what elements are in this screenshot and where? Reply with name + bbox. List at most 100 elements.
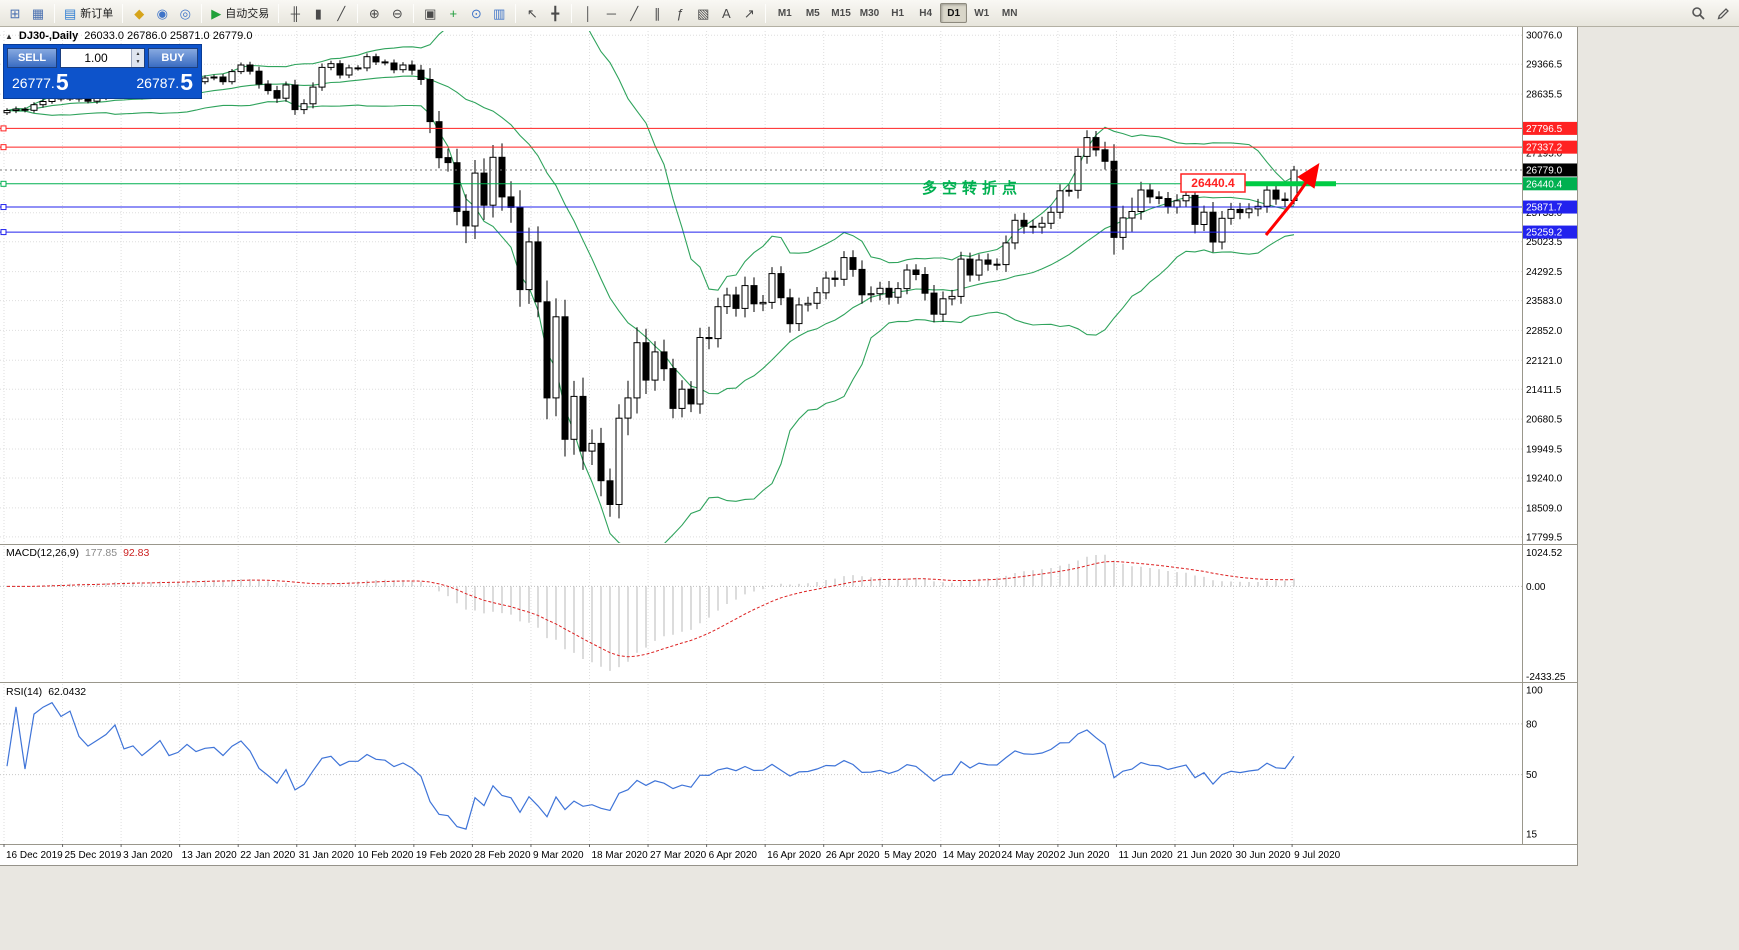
autotrading-label: 自动交易 [225, 8, 270, 20]
volume-input[interactable] [61, 49, 131, 67]
timeframe-m1-button[interactable]: M1 [777, 7, 792, 19]
autotrading-icon: ▶ [211, 5, 222, 21]
svg-text:80: 80 [1526, 719, 1538, 730]
rsi-line [6, 701, 1295, 830]
buy-button[interactable]: BUY [148, 48, 198, 68]
sell-button[interactable]: SELL [7, 48, 57, 68]
svg-text:26779.0: 26779.0 [1526, 165, 1563, 176]
toolbar-buttons: ⊞ ▦ ▤ 新订单 ◆ ◉ ◎ ▶ 自动交易 ╫ ▮ ╱ ⊕ ⊖ ▣ + ⊙ ▥ ↖ ╋ │ ─ ╱ ∥ ƒ ▧ A ↗ M1 M5 M15… [4, 0, 1687, 26]
market-icon: ◆ [134, 5, 145, 21]
svg-text:18509.0: 18509.0 [1526, 503, 1563, 514]
toolbar-separator [357, 3, 359, 23]
equidistant-channel-button[interactable]: ∥ [646, 2, 668, 24]
timeframe-w1-button[interactable]: W1 [974, 7, 990, 19]
volume-up-icon[interactable]: ▲ [135, 51, 141, 57]
svg-text:10 Feb 2020: 10 Feb 2020 [357, 850, 414, 861]
grid [0, 31, 1522, 843]
search-button[interactable] [1687, 2, 1710, 24]
tile-windows-icon: ▣ [424, 5, 437, 21]
svg-text:1024.52: 1024.52 [1526, 548, 1563, 559]
horizontal-line-button[interactable]: ─ [600, 2, 622, 24]
profiles-button[interactable]: ▦ [27, 2, 49, 24]
fibonacci-button[interactable]: ƒ [669, 2, 691, 24]
timeframe-m30-button[interactable]: M30 [859, 7, 880, 19]
toolbar-separator [765, 3, 767, 23]
crosshair-button[interactable]: ╋ [544, 2, 566, 24]
zoom-out-button[interactable]: ⊖ [386, 2, 408, 24]
chart-window[interactable]: 26440.4 多空转折点 30076.0 29366.5 28635.5 27195.0… [0, 27, 1578, 866]
pivot-text[interactable]: 多空转折点 [922, 179, 1022, 197]
svg-text:18 Mar 2020: 18 Mar 2020 [592, 850, 649, 861]
volume-steppers[interactable]: ▲ ▼ [131, 49, 144, 67]
svg-text:27337.2: 27337.2 [1526, 143, 1563, 154]
autotrading-button[interactable]: ▶ 自动交易 [207, 2, 273, 24]
chart-title: ▲ DJ30-,Daily 26033.0 26786.0 25871.0 26… [5, 30, 252, 42]
new-order-button[interactable]: ▤ 新订单 [60, 2, 117, 24]
zoom-in-button[interactable]: ⊕ [363, 2, 385, 24]
candlestick-chart-button[interactable]: ▮ [307, 2, 329, 24]
shapes-button[interactable]: ▧ [692, 2, 714, 24]
timeframe-h4-button[interactable]: H4 [919, 7, 933, 19]
market-button[interactable]: ◆ [128, 2, 150, 24]
svg-text:27195.0: 27195.0 [1526, 148, 1563, 159]
time-periods-button[interactable]: ⊙ [465, 2, 487, 24]
svg-text:9 Mar 2020: 9 Mar 2020 [533, 850, 584, 861]
svg-text:0.00: 0.00 [1526, 582, 1546, 593]
svg-text:23583.0: 23583.0 [1526, 296, 1563, 307]
cursor-button[interactable]: ↖ [521, 2, 543, 24]
svg-text:50: 50 [1526, 770, 1538, 781]
timeframe-mn-button[interactable]: MN [1001, 7, 1018, 19]
trend-arrow[interactable] [1264, 163, 1320, 236]
bar-chart-button[interactable]: ╫ [284, 2, 306, 24]
edit-button[interactable] [1712, 2, 1735, 24]
text-label-button[interactable]: A [715, 2, 737, 24]
svg-text:25259.2: 25259.2 [1526, 228, 1563, 239]
volume-down-icon[interactable]: ▼ [135, 59, 141, 65]
svg-text:22 Jan 2020: 22 Jan 2020 [240, 850, 295, 861]
tile-windows-button[interactable]: ▣ [419, 2, 441, 24]
trend-line-icon: ╱ [630, 5, 639, 21]
alerts-button[interactable]: ◎ [174, 2, 196, 24]
new-chart-button[interactable]: ⊞ [4, 2, 26, 24]
search-icon [1692, 6, 1705, 20]
sell-price-pips: 5 [55, 69, 69, 95]
chart-canvas[interactable]: 26440.4 多空转折点 30076.0 29366.5 28635.5 27195.0… [0, 27, 1577, 865]
horizontal-line-icon: ─ [606, 5, 616, 21]
price-callout-box[interactable] [1180, 173, 1246, 193]
trend-line-button[interactable]: ╱ [623, 2, 645, 24]
timeframe-h1-button[interactable]: H1 [891, 7, 905, 19]
indicators-button[interactable]: + [442, 2, 464, 24]
toolbar-right [1687, 2, 1735, 24]
timeframe-d1-button[interactable]: D1 [940, 3, 968, 23]
macd-value-signal: 92.83 [123, 547, 150, 559]
signals-button[interactable]: ◉ [151, 2, 173, 24]
one-click-collapse-icon[interactable]: ▲ [5, 31, 13, 41]
line-chart-button[interactable]: ╱ [330, 2, 352, 24]
timeframe-m5-button[interactable]: M5 [805, 7, 820, 19]
svg-text:11 Jun 2020: 11 Jun 2020 [1118, 850, 1173, 861]
svg-text:29366.5: 29366.5 [1526, 60, 1563, 71]
svg-text:30 Jun 2020: 30 Jun 2020 [1236, 850, 1291, 861]
svg-text:16 Dec 2019: 16 Dec 2019 [6, 850, 63, 861]
svg-text:19 Feb 2020: 19 Feb 2020 [416, 850, 473, 861]
timeframe-m15-button[interactable]: M15 [831, 7, 851, 19]
time-periods-icon: ⊙ [470, 5, 482, 21]
templates-button[interactable]: ▥ [488, 2, 510, 24]
sell-price[interactable]: 26777. 5 [12, 71, 69, 94]
buy-price-main: 26787. [136, 75, 180, 91]
svg-text:2 Jun 2020: 2 Jun 2020 [1060, 850, 1110, 861]
arrow-objects-icon: ↗ [743, 5, 755, 21]
indicators-icon: + [449, 5, 458, 21]
bar-chart-icon: ╫ [290, 5, 300, 21]
date-axis: 16 Dec 2019 25 Dec 2019 3 Jan 2020 13 Jan 2… [3, 844, 1341, 861]
svg-text:6 Apr 2020: 6 Apr 2020 [709, 850, 758, 861]
buy-price[interactable]: 26787. 5 [136, 71, 193, 94]
svg-text:31 Jan 2020: 31 Jan 2020 [299, 850, 354, 861]
arrow-objects-button[interactable]: ↗ [738, 2, 760, 24]
svg-text:100: 100 [1526, 686, 1543, 697]
vertical-line-button[interactable]: │ [577, 2, 599, 24]
sell-price-main: 26777. [12, 75, 55, 91]
svg-text:25733.0: 25733.0 [1526, 208, 1563, 219]
signals-icon: ◉ [156, 5, 168, 21]
rsi-title: RSI(14) 62.0432 [6, 686, 86, 698]
